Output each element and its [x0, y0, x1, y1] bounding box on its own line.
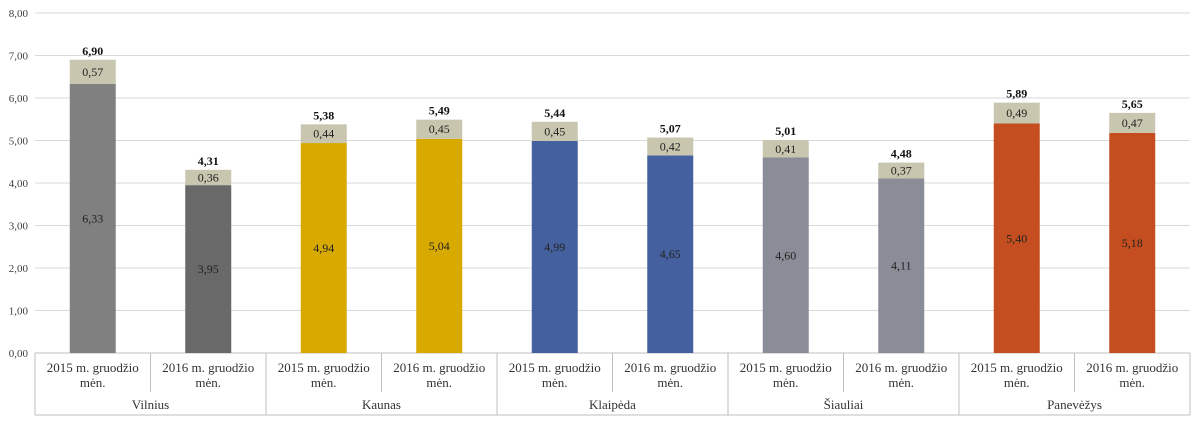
- category-label-line1: 2015 m. gruodžio: [47, 360, 139, 375]
- group-label: Kaunas: [362, 397, 401, 412]
- data-label-total: 5,44: [544, 106, 565, 120]
- category-label-line2: mėn.: [542, 375, 568, 390]
- data-label-total: 6,90: [82, 44, 103, 58]
- y-tick-label: 4,00: [9, 178, 29, 190]
- category-label-line2: mėn.: [426, 375, 452, 390]
- category-label-line2: mėn.: [1004, 375, 1030, 390]
- category-label-line1: 2016 m. gruodžio: [855, 360, 947, 375]
- bar-segment-top: [300, 124, 347, 144]
- group-label: Vilnius: [132, 397, 170, 412]
- data-label-base: 4,11: [891, 259, 912, 273]
- data-label-total: 5,65: [1122, 97, 1143, 111]
- category-label-line2: mėn.: [80, 375, 106, 390]
- data-label-total: 5,49: [429, 104, 450, 118]
- data-label-top-segment: 0,45: [429, 122, 450, 136]
- data-label-total: 4,48: [891, 147, 912, 161]
- data-label-top-segment: 0,36: [198, 170, 219, 184]
- data-label-top-segment: 0,47: [1122, 116, 1143, 130]
- y-tick-label: 3,00: [9, 221, 29, 233]
- data-label-total: 5,38: [313, 108, 334, 122]
- data-label-base: 3,95: [198, 262, 219, 276]
- category-label-line1: 2016 m. gruodžio: [624, 360, 716, 375]
- data-label-total: 5,01: [775, 124, 796, 138]
- data-label-base: 5,18: [1122, 236, 1143, 250]
- group-label: Šiauliai: [824, 397, 864, 412]
- bar-segment-base: [878, 178, 925, 353]
- bar-segment-top: [647, 137, 694, 156]
- bar-segment-base: [416, 138, 463, 353]
- category-label-line1: 2016 m. gruodžio: [1086, 360, 1178, 375]
- category-label-line2: mėn.: [657, 375, 683, 390]
- data-label-top-segment: 0,49: [1006, 106, 1027, 120]
- category-label-line2: mėn.: [195, 375, 221, 390]
- y-tick-label: 6,00: [9, 93, 29, 105]
- y-tick-label: 0,00: [9, 348, 29, 360]
- group-label: Panevėžys: [1047, 397, 1102, 412]
- data-label-top-segment: 0,37: [891, 163, 912, 177]
- bar-segment-top: [1109, 112, 1156, 133]
- group-label: Klaipėda: [589, 397, 636, 412]
- bar-segment-top: [416, 119, 463, 139]
- y-tick-label: 2,00: [9, 263, 29, 275]
- data-label-top-segment: 0,57: [82, 65, 103, 79]
- category-label-line1: 2016 m. gruodžio: [162, 360, 254, 375]
- data-label-base: 4,65: [660, 247, 681, 261]
- data-label-base: 4,99: [544, 240, 565, 254]
- bar-segment-top: [993, 102, 1040, 124]
- data-label-top-segment: 0,42: [660, 139, 681, 153]
- bar-segment-base: [300, 143, 347, 353]
- data-label-total: 5,07: [660, 122, 681, 136]
- data-label-top-segment: 0,44: [313, 127, 334, 141]
- y-tick-label: 1,00: [9, 306, 29, 318]
- data-label-base: 6,33: [82, 211, 103, 225]
- bar-segment-base: [185, 185, 232, 353]
- bar-segment-top: [69, 59, 116, 84]
- data-label-total: 5,89: [1006, 87, 1027, 101]
- data-label-base: 4,94: [313, 241, 334, 255]
- bar-segment-base: [993, 123, 1040, 353]
- data-label-top-segment: 0,45: [544, 124, 565, 138]
- data-label-base: 5,04: [429, 239, 450, 253]
- category-label-line2: mėn.: [888, 375, 914, 390]
- category-label-line1: 2015 m. gruodžio: [971, 360, 1063, 375]
- y-tick-label: 8,00: [9, 8, 29, 20]
- category-label-line1: 2015 m. gruodžio: [509, 360, 601, 375]
- y-tick-label: 7,00: [9, 51, 29, 63]
- category-label-line2: mėn.: [311, 375, 337, 390]
- bar-segment-base: [762, 157, 809, 353]
- y-tick-label: 5,00: [9, 136, 29, 148]
- category-label-line2: mėn.: [1119, 375, 1145, 390]
- data-label-base: 4,60: [775, 248, 796, 262]
- category-label-line1: 2016 m. gruodžio: [393, 360, 485, 375]
- data-label-top-segment: 0,41: [775, 142, 796, 156]
- bar-segment-base: [647, 155, 694, 353]
- data-label-base: 5,40: [1006, 231, 1027, 245]
- bar-segment-top: [762, 140, 809, 158]
- bar-segment-base: [531, 140, 578, 353]
- bar-segment-base: [1109, 132, 1156, 353]
- bar-segment-base: [69, 83, 116, 353]
- data-label-total: 4,31: [198, 154, 219, 168]
- bar-segment-top: [185, 169, 232, 186]
- bar-segment-top: [531, 121, 578, 141]
- bar-segment-top: [878, 162, 925, 179]
- category-label-line1: 2015 m. gruodžio: [278, 360, 370, 375]
- category-label-line1: 2015 m. gruodžio: [740, 360, 832, 375]
- category-label-line2: mėn.: [773, 375, 799, 390]
